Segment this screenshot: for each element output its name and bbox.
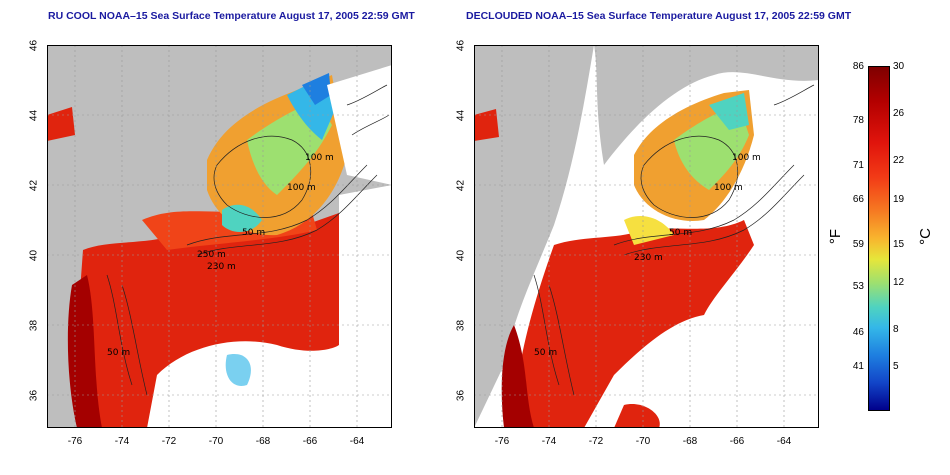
contour-label: 50 m	[669, 228, 692, 238]
graticule	[47, 45, 392, 428]
bathymetry-contours	[533, 84, 815, 396]
right-map-title: DECLOUDED NOAA–15 Sea Surface Temperatur…	[466, 10, 852, 22]
lon-label: -74	[541, 436, 557, 447]
gulf-stream-patch	[47, 107, 75, 141]
temperature-colorbar	[868, 66, 890, 411]
contour-label: 50 m	[107, 348, 130, 358]
lon-label: -68	[255, 436, 271, 447]
colorbar-f-tick: 71	[852, 160, 864, 171]
colorbar-f-tick: 66	[852, 194, 864, 205]
colorbar-f-tick: 86	[852, 61, 864, 72]
lon-label: -76	[67, 436, 83, 447]
contour-label: 100 m	[714, 183, 743, 193]
lat-label: 46	[28, 39, 40, 52]
nova-scotia-contours	[327, 65, 392, 185]
cold-water-teal	[709, 93, 749, 130]
left-sst-map: 100 m 100 m 50 m 250 m 230 m 50 m	[47, 45, 392, 428]
lat-label: 44	[455, 109, 467, 122]
lon-label: -72	[161, 436, 177, 447]
colorbar-c-tick: 19	[893, 194, 905, 205]
lat-label: 44	[28, 109, 40, 122]
lat-label: 40	[455, 249, 467, 262]
contour-label: 230 m	[634, 253, 663, 263]
fahrenheit-unit-label: °F	[827, 228, 845, 245]
coldest-water	[302, 73, 331, 105]
no-data-area	[339, 185, 392, 428]
colorbar-f-tick: 53	[852, 281, 864, 292]
contour-label: 100 m	[305, 153, 334, 163]
lon-label: -70	[208, 436, 224, 447]
left-map-canvas: 100 m 100 m 50 m 250 m 230 m 50 m	[47, 45, 392, 428]
lat-label: 38	[455, 319, 467, 332]
contour-label: 100 m	[732, 153, 761, 163]
celsius-unit-label: °C	[916, 228, 934, 245]
lon-label: -76	[494, 436, 510, 447]
lon-label: -74	[114, 436, 130, 447]
lat-label: 36	[455, 389, 467, 402]
gulf-stream-patch	[474, 109, 499, 141]
contour-label: 100 m	[287, 183, 316, 193]
lat-label: 38	[28, 319, 40, 332]
right-map-canvas: 100 m 100 m 50 m 230 m 50 m	[474, 45, 819, 428]
map-frame	[47, 45, 392, 428]
coastal-hot-water	[501, 325, 534, 428]
lon-label: -64	[776, 436, 792, 447]
warm-water-region	[514, 220, 754, 428]
lon-label: -64	[349, 436, 365, 447]
lon-label: -68	[682, 436, 698, 447]
coastal-land	[474, 45, 594, 428]
map-frame	[474, 45, 819, 428]
colorbar-f-tick: 46	[852, 327, 864, 338]
lon-label: -70	[635, 436, 651, 447]
frontal-yellow	[624, 215, 674, 245]
southern-warm-patch	[614, 404, 660, 428]
left-map-title: RU COOL NOAA–15 Sea Surface Temperature …	[48, 10, 415, 22]
graticule	[474, 45, 819, 428]
coastal-hot-water	[67, 275, 102, 428]
colorbar-c-tick: 15	[893, 239, 905, 250]
lon-label: -66	[302, 436, 318, 447]
colorbar-c-tick: 30	[893, 61, 905, 72]
colorbar-c-tick: 5	[893, 361, 899, 372]
lat-label: 42	[28, 179, 40, 192]
lat-label: 46	[455, 39, 467, 52]
cloud-artifact	[225, 354, 251, 386]
lon-label: -66	[729, 436, 745, 447]
colorbar-c-tick: 12	[893, 277, 905, 288]
contour-label: 250 m	[197, 250, 226, 260]
contour-label: 50 m	[534, 348, 557, 358]
lon-label: -72	[588, 436, 604, 447]
colorbar-f-tick: 41	[852, 361, 864, 372]
lat-label: 36	[28, 389, 40, 402]
colorbar-c-tick: 26	[893, 108, 905, 119]
colorbar-f-tick: 78	[852, 115, 864, 126]
colorbar-c-tick: 8	[893, 324, 899, 335]
colorbar-c-tick: 22	[893, 155, 905, 166]
lat-label: 40	[28, 249, 40, 262]
contour-label: 230 m	[207, 262, 236, 272]
georges-bank-cool	[222, 204, 262, 232]
lat-label: 42	[455, 179, 467, 192]
colorbar-f-tick: 59	[852, 239, 864, 250]
contour-label: 50 m	[242, 228, 265, 238]
northern-land	[594, 45, 819, 165]
right-sst-map: 100 m 100 m 50 m 230 m 50 m	[474, 45, 819, 428]
